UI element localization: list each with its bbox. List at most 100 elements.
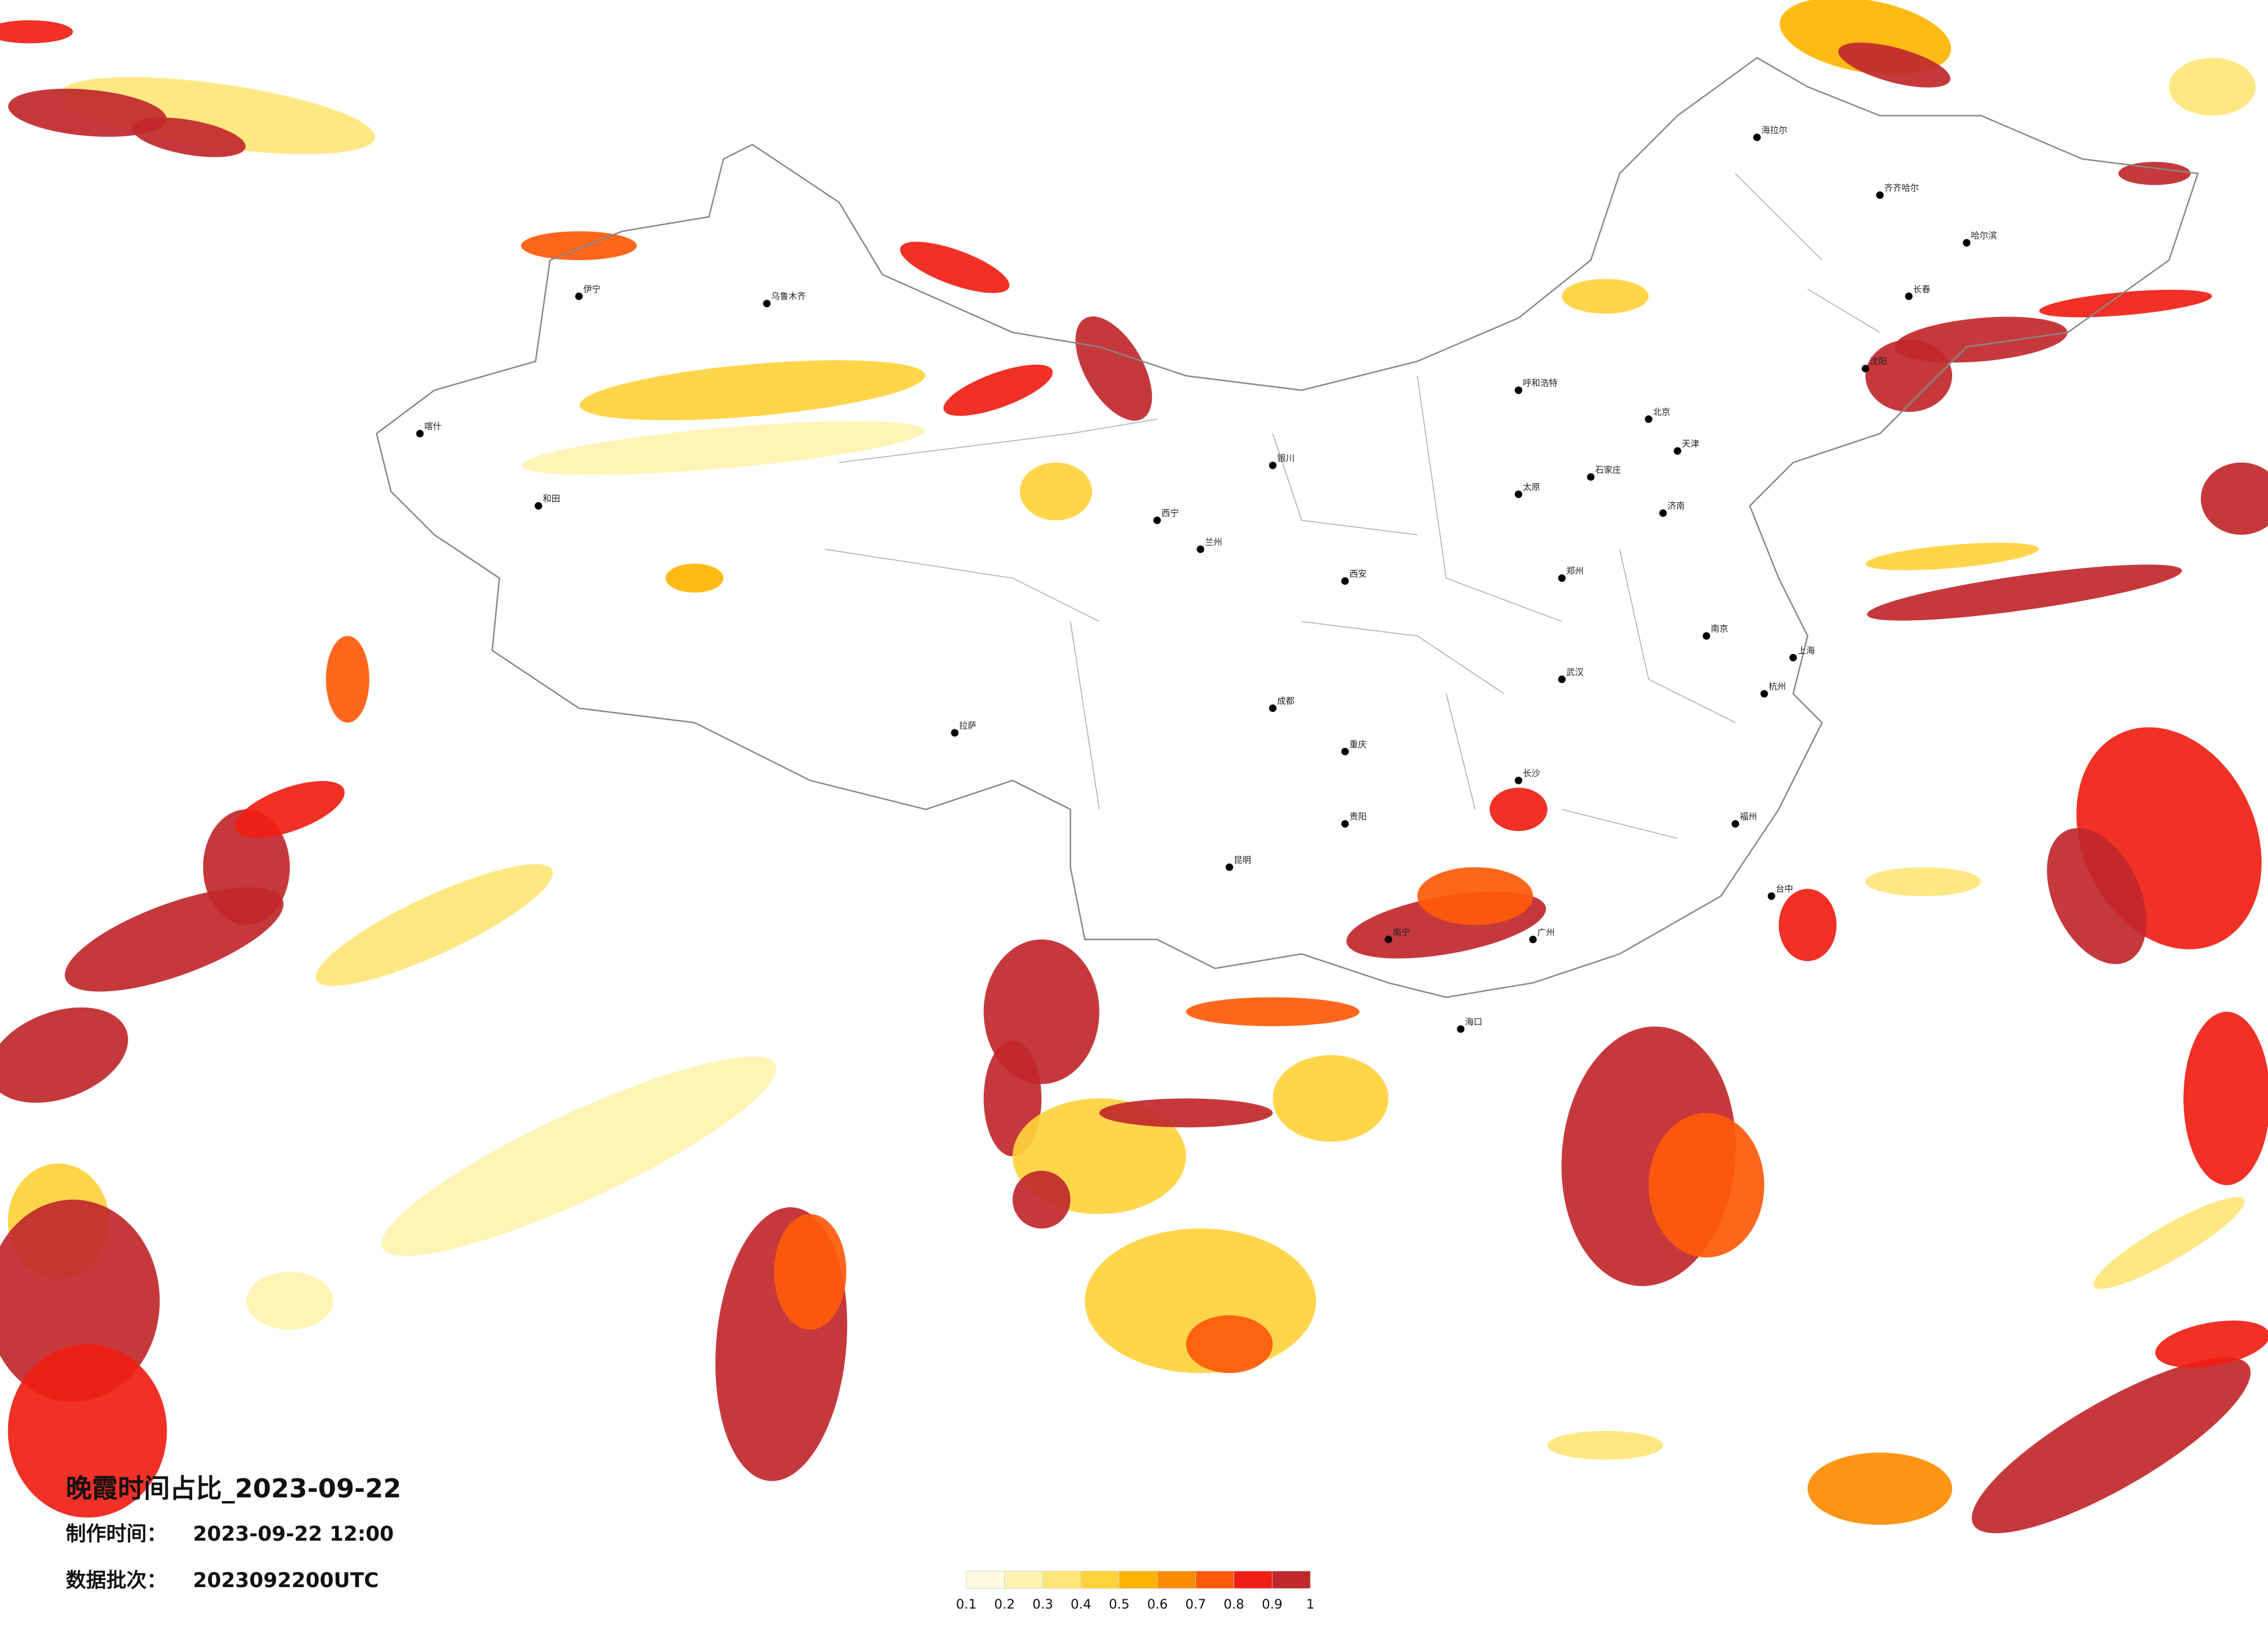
blob xyxy=(2039,289,2212,318)
blob xyxy=(900,242,1009,293)
blob xyxy=(1012,1171,1070,1229)
city-dot xyxy=(1876,191,1884,199)
city-label: 银川 xyxy=(1277,453,1295,463)
blob xyxy=(1547,1431,1663,1460)
city-dot xyxy=(1515,776,1523,785)
blob xyxy=(8,1344,167,1518)
province-lines xyxy=(824,173,1881,839)
city-label: 齐齐哈尔 xyxy=(1884,183,1919,193)
colorbar-swatch xyxy=(1234,1571,1273,1589)
city-label: 重庆 xyxy=(1349,739,1367,750)
city-dot xyxy=(1529,936,1537,944)
blob xyxy=(1186,997,1360,1027)
city-label: 杭州 xyxy=(1769,681,1786,692)
blob xyxy=(1562,279,1649,314)
city-label: 上海 xyxy=(1798,645,1815,656)
country-outline xyxy=(375,57,2199,998)
blob xyxy=(579,360,925,420)
colorbar-tick-label: 0.4 xyxy=(1070,1597,1091,1612)
blob xyxy=(315,864,553,986)
city-label: 郑州 xyxy=(1566,566,1584,576)
city-label: 海拉尔 xyxy=(1762,125,1788,135)
city-label: 济南 xyxy=(1667,501,1685,511)
batch-label: 数据批次： xyxy=(66,1569,167,1592)
blob xyxy=(1075,316,1152,421)
city-label: 兰州 xyxy=(1205,537,1222,547)
city-label: 南宁 xyxy=(1393,927,1410,937)
city-label: 哈尔滨 xyxy=(1971,231,1997,241)
city-dot xyxy=(1196,545,1205,553)
blob xyxy=(203,809,290,925)
colorbar-tick-label: 0.9 xyxy=(1262,1597,1283,1612)
colorbar-tick-label: 0.3 xyxy=(1033,1597,1054,1612)
city-label: 西安 xyxy=(1349,569,1367,579)
city-label: 沈阳 xyxy=(1870,356,1887,366)
blob xyxy=(1778,888,1837,962)
city-label: 乌鲁木齐 xyxy=(771,291,806,301)
city-dot xyxy=(1457,1025,1465,1033)
blob xyxy=(326,636,369,723)
city-dot xyxy=(1767,892,1775,900)
made-label: 制作时间： xyxy=(66,1523,167,1546)
city-dot xyxy=(575,292,583,300)
blob xyxy=(235,780,345,838)
city-label: 天津 xyxy=(1682,438,1699,449)
city-dot xyxy=(1861,365,1870,373)
blob xyxy=(1489,787,1548,832)
city-label: 拉萨 xyxy=(959,720,976,731)
city-label: 西宁 xyxy=(1162,508,1179,519)
city-label: 福州 xyxy=(1739,811,1757,822)
city-dot xyxy=(1225,863,1234,871)
city-label: 昆明 xyxy=(1234,855,1251,865)
city-label: 海口 xyxy=(1465,1017,1482,1027)
colorbar-tick-label: 0.2 xyxy=(994,1597,1015,1612)
blob xyxy=(2155,1321,2268,1368)
blob xyxy=(1807,1452,1953,1525)
city-dot xyxy=(1760,690,1769,698)
city-dot xyxy=(1341,820,1349,828)
city-dot xyxy=(1268,461,1277,469)
blob xyxy=(666,563,724,593)
colorbar-swatch xyxy=(1271,1571,1311,1589)
city-label: 石家庄 xyxy=(1595,465,1621,475)
blob xyxy=(8,88,167,137)
city-dot xyxy=(1515,386,1523,394)
colorbar-swatch xyxy=(1195,1571,1234,1589)
blob xyxy=(2047,828,2147,965)
city-dot xyxy=(951,729,959,737)
colorbar-swatch xyxy=(1080,1571,1120,1589)
city-dot xyxy=(763,300,771,308)
city-dot xyxy=(1558,675,1566,684)
blob xyxy=(0,1007,128,1103)
city-dot xyxy=(1385,936,1393,944)
blob xyxy=(1019,462,1092,520)
colorbar-tick-label: 0.1 xyxy=(956,1597,977,1612)
colorbar-swatch xyxy=(966,1571,1005,1589)
blob xyxy=(522,421,925,475)
blob xyxy=(0,1199,160,1402)
made-time: 2023-09-22 12:00 xyxy=(193,1523,394,1546)
blob xyxy=(1971,1357,2251,1534)
city-dot xyxy=(1702,632,1710,640)
city-label: 呼和浩特 xyxy=(1523,378,1558,388)
blob xyxy=(1099,1098,1273,1128)
blob xyxy=(2183,1012,2268,1185)
blob xyxy=(1838,42,1951,88)
city-dot xyxy=(1753,133,1761,141)
blob xyxy=(943,364,1053,416)
city-label: 长沙 xyxy=(1523,768,1540,779)
blob xyxy=(2201,462,2268,535)
blob xyxy=(1273,1055,1389,1142)
city-dot xyxy=(1341,577,1349,585)
colorbar-tick-label: 0.8 xyxy=(1224,1597,1245,1612)
colorbar-tick-label: 0.7 xyxy=(1185,1597,1206,1612)
city-dot xyxy=(416,430,424,438)
city-dot xyxy=(1268,704,1277,713)
blob xyxy=(1865,867,1981,897)
blob xyxy=(381,1056,777,1256)
blob xyxy=(131,117,246,157)
blob xyxy=(1186,1315,1273,1373)
city-label: 喀什 xyxy=(424,421,441,431)
